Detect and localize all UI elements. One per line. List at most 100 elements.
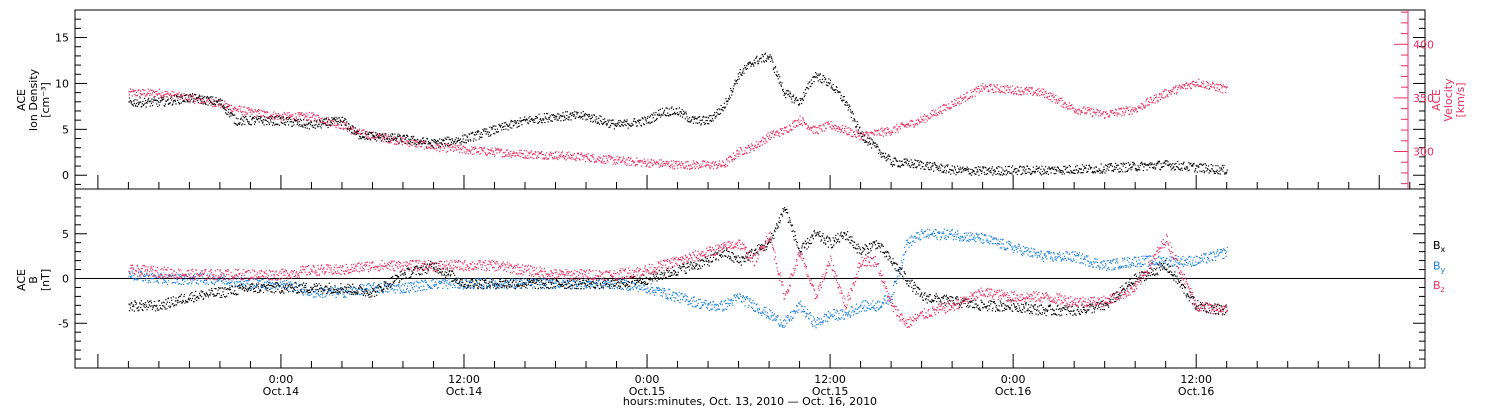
ion-density-point [372, 136, 374, 138]
ion-density-point [1202, 170, 1204, 172]
by-point [187, 283, 189, 285]
ion-density-point [335, 119, 337, 121]
velocity-point [332, 120, 335, 122]
ion-density-point [382, 133, 384, 135]
ion-density-point [586, 118, 588, 120]
ion-density-point [379, 133, 381, 135]
ion-density-point [793, 94, 795, 96]
by-point [518, 278, 520, 280]
velocity-point [395, 143, 398, 145]
velocity-point [833, 127, 835, 129]
ion-density-point [217, 101, 219, 103]
velocity-point [233, 108, 235, 110]
by-point [331, 290, 333, 292]
ion-density-point [608, 119, 611, 121]
velocity-point [1120, 108, 1123, 110]
ion-density-point [243, 117, 245, 119]
velocity-point [580, 152, 582, 154]
velocity-point [996, 87, 998, 89]
ion-density-point [434, 141, 436, 143]
velocity-point [825, 127, 827, 129]
by-point [471, 279, 473, 281]
ion-density-point [866, 137, 868, 139]
velocity-point [152, 90, 155, 92]
velocity-point [705, 166, 707, 168]
velocity-point [923, 114, 926, 116]
velocity-point [575, 160, 577, 162]
ion-density-point [915, 160, 917, 162]
velocity-point [1064, 101, 1066, 103]
ion-density-point [375, 132, 377, 134]
velocity-point [795, 119, 797, 122]
velocity-point [398, 141, 400, 143]
velocity-point [242, 111, 244, 113]
ion-density-point [945, 172, 947, 174]
by-point [258, 287, 260, 290]
ion-density-point [1164, 161, 1166, 163]
velocity-point [1145, 100, 1147, 102]
velocity-point [850, 135, 852, 137]
by-point [256, 279, 258, 281]
ion-density-point [733, 85, 735, 87]
ion-density-point [1106, 168, 1108, 170]
velocity-point [181, 93, 183, 95]
ion-density-point [774, 67, 776, 69]
velocity-point [1099, 111, 1101, 113]
ion-density-point [741, 72, 743, 74]
velocity-point [385, 134, 387, 137]
ion-density-point [1093, 171, 1095, 173]
velocity-point [1124, 108, 1126, 110]
ion-density-point [331, 117, 333, 119]
velocity-point [624, 163, 626, 165]
velocity-point [465, 151, 467, 153]
ion-density-point [510, 119, 512, 122]
velocity-point [351, 133, 353, 135]
ion-density-point [546, 118, 548, 120]
ion-density-point [1124, 163, 1126, 165]
ion-density-point [330, 120, 332, 122]
velocity-point [755, 141, 757, 143]
ion-density-point [529, 120, 532, 123]
ion-density-point [762, 54, 764, 56]
by-point [561, 278, 564, 280]
ion-density-point [1137, 165, 1139, 167]
ion-density-point [1158, 161, 1160, 164]
velocity-point [1125, 110, 1127, 112]
ion-density-point [817, 80, 819, 82]
velocity-point [904, 124, 906, 126]
velocity-point [889, 132, 891, 134]
velocity-point [1146, 104, 1148, 106]
velocity-point [1029, 90, 1031, 92]
ion-density-point [195, 98, 197, 100]
velocity-point [1211, 83, 1213, 85]
by-point [257, 281, 259, 283]
ion-density-point [804, 94, 806, 96]
velocity-point [1196, 81, 1198, 83]
ion-density-point [897, 165, 899, 168]
ion-density-point [911, 164, 913, 166]
ion-density-point [662, 114, 664, 116]
velocity-point [382, 139, 384, 141]
by-point [151, 272, 154, 274]
by-point [143, 274, 146, 276]
ion-density-point [905, 162, 907, 164]
velocity-point [820, 125, 822, 127]
ion-density-point [860, 136, 863, 138]
ion-density-point [525, 120, 527, 122]
ion-density-point [593, 114, 595, 116]
ion-density-point [1014, 168, 1016, 170]
by-point [588, 283, 590, 285]
by-point [311, 293, 313, 295]
ion-density-point [294, 119, 296, 121]
velocity-point [320, 122, 322, 124]
by-point [195, 282, 197, 284]
velocity-point [730, 156, 732, 158]
velocity-point [706, 164, 708, 166]
velocity-point [823, 125, 825, 127]
velocity-point [670, 165, 672, 167]
by-point [230, 281, 232, 283]
ion-density-point [747, 63, 749, 65]
ion-density-point [319, 119, 321, 121]
velocity-point [147, 92, 149, 94]
by-point [545, 284, 548, 286]
